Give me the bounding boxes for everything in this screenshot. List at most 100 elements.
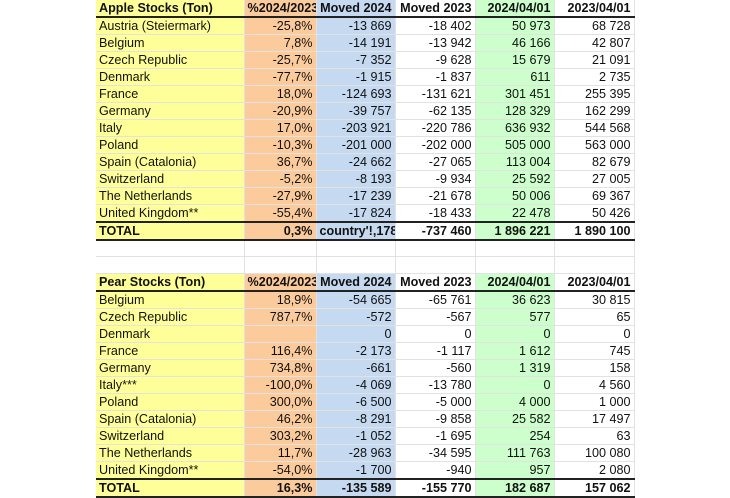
header-stock-2024-04-01-cell[interactable]: 2024/04/01 bbox=[475, 273, 555, 293]
moved-2024-cell[interactable]: -54 665 bbox=[316, 291, 396, 310]
stock-2024-04-01-cell[interactable]: 22 478 bbox=[475, 204, 555, 223]
stock-2023-04-01-cell[interactable]: 1 000 bbox=[554, 393, 635, 412]
stock-2024-04-01-cell[interactable]: 1 612 bbox=[475, 342, 555, 361]
stock-2024-04-01-cell[interactable]: 577 bbox=[475, 308, 555, 327]
stock-2024-04-01-cell[interactable]: 254 bbox=[475, 427, 555, 446]
moved-2023-cell[interactable]: -567 bbox=[395, 308, 476, 327]
stock-2023-04-01-cell[interactable]: 30 815 bbox=[554, 291, 635, 310]
stock-2023-04-01-cell[interactable]: 158 bbox=[554, 359, 635, 378]
total-moved-2023-cell[interactable]: -737 460 bbox=[395, 221, 476, 241]
stock-2023-04-01-cell[interactable]: 42 807 bbox=[554, 34, 635, 52]
moved-2023-cell[interactable]: -131 621 bbox=[395, 85, 476, 103]
pct-change-cell[interactable]: -5,2% bbox=[244, 170, 317, 188]
moved-2023-cell[interactable]: -9 858 bbox=[395, 410, 476, 429]
pct-change-cell[interactable]: 18,0% bbox=[244, 85, 317, 103]
empty-cell[interactable] bbox=[554, 240, 635, 258]
pct-change-cell[interactable]: -54,0% bbox=[244, 461, 317, 480]
moved-2024-cell[interactable]: -17 239 bbox=[316, 187, 396, 205]
country-cell[interactable]: United Kingdom** bbox=[96, 461, 245, 480]
total-stock-2023-04-01-cell[interactable]: 1 890 100 bbox=[554, 221, 635, 241]
pct-change-cell[interactable]: 36,7% bbox=[244, 153, 317, 171]
country-cell[interactable]: Switzerland bbox=[96, 170, 245, 188]
stock-2024-04-01-cell[interactable]: 636 932 bbox=[475, 119, 555, 137]
total-moved-2023-cell[interactable]: -155 770 bbox=[395, 478, 476, 498]
country-cell[interactable]: Czech Republic bbox=[96, 51, 245, 69]
pct-change-cell[interactable]: 787,7% bbox=[244, 308, 317, 327]
pct-change-cell[interactable]: 17,0% bbox=[244, 119, 317, 137]
pct-change-cell[interactable]: 11,7% bbox=[244, 444, 317, 463]
moved-2023-cell[interactable]: -560 bbox=[395, 359, 476, 378]
stock-2024-04-01-cell[interactable]: 505 000 bbox=[475, 136, 555, 154]
empty-cell[interactable] bbox=[395, 240, 476, 258]
moved-2023-cell[interactable]: -13 780 bbox=[395, 376, 476, 395]
header-country-cell[interactable]: Pear Stocks (Ton) bbox=[96, 273, 245, 293]
moved-2023-cell[interactable]: -220 786 bbox=[395, 119, 476, 137]
total-stock-2024-04-01-cell[interactable]: 182 687 bbox=[475, 478, 555, 498]
stock-2024-04-01-cell[interactable]: 301 451 bbox=[475, 85, 555, 103]
moved-2024-cell[interactable]: -8 193 bbox=[316, 170, 396, 188]
moved-2024-cell[interactable]: -6 500 bbox=[316, 393, 396, 412]
stock-2023-04-01-cell[interactable]: 17 497 bbox=[554, 410, 635, 429]
moved-2023-cell[interactable]: -18 433 bbox=[395, 204, 476, 223]
country-cell[interactable]: Denmark bbox=[96, 325, 245, 344]
pct-change-cell[interactable]: -25,8% bbox=[244, 17, 317, 35]
header-moved-2024-cell[interactable]: Moved 2024 bbox=[316, 0, 396, 18]
pct-change-cell[interactable]: -77,7% bbox=[244, 68, 317, 86]
moved-2024-cell[interactable]: -7 352 bbox=[316, 51, 396, 69]
stock-2024-04-01-cell[interactable]: 113 004 bbox=[475, 153, 555, 171]
pct-change-cell[interactable]: 7,8% bbox=[244, 34, 317, 52]
country-cell[interactable]: Switzerland bbox=[96, 427, 245, 446]
pct-change-cell[interactable]: -55,4% bbox=[244, 204, 317, 223]
stock-2023-04-01-cell[interactable]: 4 560 bbox=[554, 376, 635, 395]
stock-2023-04-01-cell[interactable]: 63 bbox=[554, 427, 635, 446]
country-cell[interactable]: Italy bbox=[96, 119, 245, 137]
country-cell[interactable]: Germany bbox=[96, 102, 245, 120]
moved-2023-cell[interactable]: -202 000 bbox=[395, 136, 476, 154]
moved-2023-cell[interactable]: -65 761 bbox=[395, 291, 476, 310]
stock-2023-04-01-cell[interactable]: 0 bbox=[554, 325, 635, 344]
moved-2024-cell[interactable]: -4 069 bbox=[316, 376, 396, 395]
stock-2023-04-01-cell[interactable]: 2 735 bbox=[554, 68, 635, 86]
empty-cell[interactable] bbox=[96, 240, 245, 258]
empty-cell[interactable] bbox=[96, 256, 245, 275]
stock-2023-04-01-cell[interactable]: 65 bbox=[554, 308, 635, 327]
total-country-cell[interactable]: TOTAL bbox=[96, 478, 245, 498]
pct-change-cell[interactable]: -100,0% bbox=[244, 376, 317, 395]
moved-2024-cell[interactable]: -28 963 bbox=[316, 444, 396, 463]
moved-2024-cell[interactable]: -201 000 bbox=[316, 136, 396, 154]
pct-change-cell[interactable]: -10,3% bbox=[244, 136, 317, 154]
stock-2024-04-01-cell[interactable]: 0 bbox=[475, 376, 555, 395]
moved-2024-cell[interactable]: -8 291 bbox=[316, 410, 396, 429]
total-pct-change-cell[interactable]: 0,3% bbox=[244, 221, 317, 241]
pct-change-cell[interactable]: -27,9% bbox=[244, 187, 317, 205]
empty-cell[interactable] bbox=[244, 240, 317, 258]
country-cell[interactable]: Spain (Catalonia) bbox=[96, 153, 245, 171]
moved-2023-cell[interactable]: -18 402 bbox=[395, 17, 476, 35]
stock-2023-04-01-cell[interactable]: 50 426 bbox=[554, 204, 635, 223]
moved-2024-cell[interactable]: -2 173 bbox=[316, 342, 396, 361]
country-cell[interactable]: United Kingdom** bbox=[96, 204, 245, 223]
stock-2023-04-01-cell[interactable]: 27 005 bbox=[554, 170, 635, 188]
moved-2023-cell[interactable]: -9 628 bbox=[395, 51, 476, 69]
pct-change-cell[interactable]: 46,2% bbox=[244, 410, 317, 429]
total-country-cell[interactable]: TOTAL bbox=[96, 221, 245, 241]
moved-2023-cell[interactable]: -13 942 bbox=[395, 34, 476, 52]
moved-2024-cell[interactable]: -1 700 bbox=[316, 461, 396, 480]
stock-2024-04-01-cell[interactable]: 25 582 bbox=[475, 410, 555, 429]
moved-2023-cell[interactable]: 0 bbox=[395, 325, 476, 344]
empty-cell[interactable] bbox=[475, 240, 555, 258]
stock-2024-04-01-cell[interactable]: 4 000 bbox=[475, 393, 555, 412]
moved-2024-cell[interactable]: 0 bbox=[316, 325, 396, 344]
moved-2024-cell[interactable]: -24 662 bbox=[316, 153, 396, 171]
stock-2023-04-01-cell[interactable]: 2 080 bbox=[554, 461, 635, 480]
moved-2023-cell[interactable]: -21 678 bbox=[395, 187, 476, 205]
stock-2024-04-01-cell[interactable]: 1 319 bbox=[475, 359, 555, 378]
stock-2024-04-01-cell[interactable]: 50 006 bbox=[475, 187, 555, 205]
total-moved-2024-cell[interactable]: -135 589 bbox=[316, 478, 396, 498]
country-cell[interactable]: France bbox=[96, 342, 245, 361]
pct-change-cell[interactable]: 116,4% bbox=[244, 342, 317, 361]
moved-2023-cell[interactable]: -1 695 bbox=[395, 427, 476, 446]
moved-2024-cell[interactable]: -13 869 bbox=[316, 17, 396, 35]
stock-2024-04-01-cell[interactable]: 25 592 bbox=[475, 170, 555, 188]
header-stock-2023-04-01-cell[interactable]: 2023/04/01 bbox=[554, 0, 635, 18]
